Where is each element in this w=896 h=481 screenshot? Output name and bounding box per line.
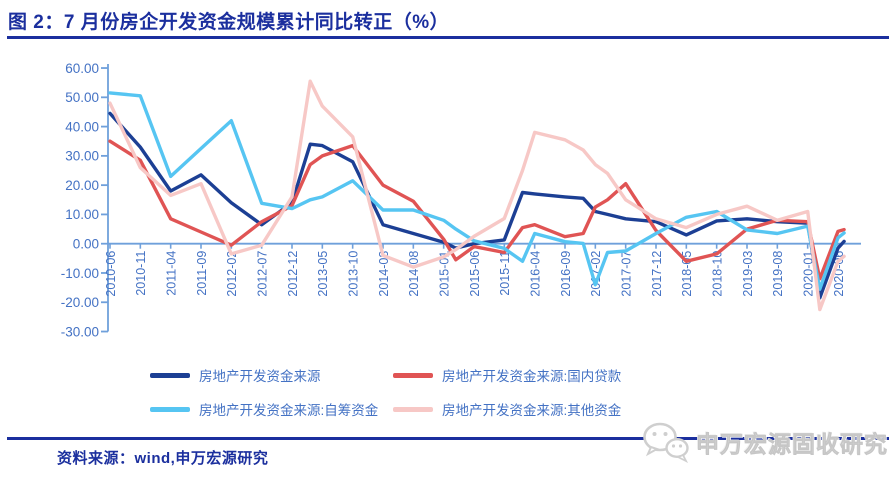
figure-title: 图 2：7 月份房企开发资金规模累计同比转正（%） [8,12,450,33]
svg-text:2017-07: 2017-07 [619,251,633,297]
svg-text:50.00: 50.00 [65,90,99,105]
svg-text:-20.00: -20.00 [61,295,99,310]
svg-text:2018-10: 2018-10 [710,251,724,297]
svg-text:0.00: 0.00 [73,237,99,252]
legend-label: 房地产开发资金来源:国内贷款 [442,369,622,384]
svg-text:-30.00: -30.00 [61,324,99,339]
legend-row: 房地产开发资金来源 房地产开发资金来源:国内贷款 [150,362,896,388]
svg-text:2012-02: 2012-02 [225,251,239,297]
legend-item: 房地产开发资金来源:国内贷款 [393,365,621,385]
svg-text:2015-11: 2015-11 [498,251,512,296]
svg-text:2017-02: 2017-02 [589,251,603,297]
svg-text:2010-11: 2010-11 [134,251,148,296]
svg-text:2013-05: 2013-05 [316,251,330,297]
svg-text:2020-01: 2020-01 [801,251,815,297]
svg-text:2010-06: 2010-06 [104,251,118,297]
legend-label: 房地产开发资金来源:其他资金 [442,403,622,418]
svg-text:-10.00: -10.00 [61,266,99,281]
watermark: 申万宏源固收研究 [641,420,888,464]
svg-text:2017-12: 2017-12 [650,251,664,297]
legend-item: 房地产开发资金来源 [150,365,393,385]
legend-label: 房地产开发资金来源:自筹资金 [199,403,379,418]
svg-text:2016-04: 2016-04 [528,251,542,297]
svg-text:2019-08: 2019-08 [771,251,785,297]
source-note: 资料来源：wind,申万宏源研究 [57,450,269,467]
legend-swatch [150,406,190,412]
svg-text:2012-12: 2012-12 [286,251,300,297]
svg-text:2018-05: 2018-05 [680,251,694,297]
legend-item: 房地产开发资金来源:其他资金 [393,399,621,419]
legend-swatch [150,372,190,378]
svg-text:2014-08: 2014-08 [407,251,421,297]
svg-text:2020-06: 2020-06 [832,251,846,297]
svg-text:2011-04: 2011-04 [164,251,178,296]
svg-text:2012-07: 2012-07 [255,251,269,297]
svg-text:20.00: 20.00 [65,178,99,193]
svg-text:2015-06: 2015-06 [468,251,482,297]
wechat-icon [643,422,689,464]
bottom-rule [7,437,889,440]
watermark-text: 申万宏源固收研究 [696,431,888,458]
chart-legend: 房地产开发资金来源 房地产开发资金来源:国内贷款 房地产开发资金来源:自筹资金 房地产… [0,362,896,430]
top-rule [7,36,889,39]
legend-item: 房地产开发资金来源:自筹资金 [150,399,393,419]
svg-text:40.00: 40.00 [65,119,99,134]
legend-label: 房地产开发资金来源 [199,369,321,384]
svg-text:2014-03: 2014-03 [377,251,391,297]
svg-text:10.00: 10.00 [65,207,99,222]
legend-swatch [393,406,433,412]
svg-text:60.00: 60.00 [65,61,99,76]
svg-text:2019-03: 2019-03 [741,251,755,297]
svg-text:2013-10: 2013-10 [346,251,360,297]
svg-text:30.00: 30.00 [65,149,99,164]
svg-text:2015-01: 2015-01 [437,251,451,297]
svg-text:2016-09: 2016-09 [559,251,573,297]
legend-row: 房地产开发资金来源:自筹资金 房地产开发资金来源:其他资金 [150,396,896,422]
legend-swatch [393,372,433,378]
svg-text:2011-09: 2011-09 [195,251,209,296]
